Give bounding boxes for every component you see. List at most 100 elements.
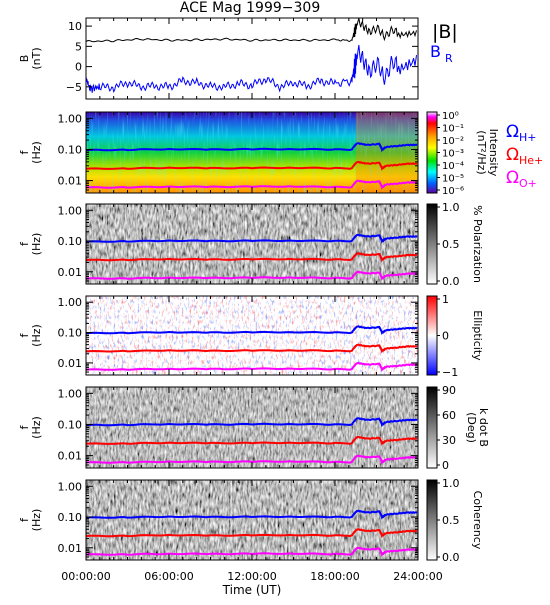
gyrofrequency-line-He (86, 160, 418, 171)
panel-coherency: 1.00 0.10 0.01 f (Hz) 1.0 0.5 0.0 Coherency (18, 477, 484, 564)
gyrofrequency-line-H (86, 509, 418, 520)
legend-gyro-ion: He+ (519, 154, 543, 167)
colorbar (426, 295, 438, 376)
y-axis-label-line: (Hz) (30, 141, 43, 164)
colorbar-label-line: Intensity (487, 129, 500, 177)
legend-b-r: B (430, 42, 441, 61)
y-axis-label-line: f (18, 517, 31, 522)
y-axis-label-line: (Hz) (30, 416, 43, 439)
spectrogram-image (86, 296, 418, 375)
y-tick-label: 0.10 (58, 235, 83, 248)
legend-gyro-symbol: Ω (506, 122, 519, 142)
y-tick-label: 0.10 (58, 143, 83, 156)
colorbar-tick-label: 10⁻¹ (442, 124, 464, 135)
y-tick-label: 1.00 (58, 480, 83, 493)
colorbar-tick-label: 1.0 (442, 201, 460, 214)
legend-gyro-ion: O+ (519, 177, 537, 190)
spectrogram-image (86, 204, 418, 284)
y-tick-label: 0.10 (58, 327, 83, 340)
y-tick-label: 1.00 (58, 112, 83, 125)
y-axis-label: f (Hz) (18, 509, 43, 532)
x-tick-label: 00:00:00 (61, 570, 110, 583)
gyrofrequency-line-H (86, 325, 418, 336)
colorbar-tick-label: 1.0 (442, 477, 460, 490)
colorbar-tick-label: 10⁻³ (442, 149, 464, 160)
y-axis-label: f (Hz) (18, 324, 43, 347)
y-tick-label: 0.01 (58, 542, 83, 555)
colorbar-tick-label: 30 (442, 434, 456, 447)
y-tick-label: 0.10 (58, 418, 83, 431)
colorbar-tick-label: 0 (442, 459, 449, 472)
y-axis-label-line: f (18, 149, 31, 154)
colorbar-label-line: (nT²/Hz) (475, 130, 488, 174)
gyrofrequency-line-O (86, 179, 418, 190)
x-axis-label: Time (UT) (222, 583, 282, 597)
colorbar (426, 386, 438, 469)
series-line-b-r (85, 44, 417, 94)
spectrogram-image (86, 480, 418, 560)
colorbar-tick-label: 0.0 (442, 551, 460, 564)
colorbar-tick-label: 0.5 (442, 514, 460, 527)
y-tick-label: 0.01 (58, 175, 83, 188)
colorbar-label: % Polarization (471, 205, 484, 283)
y-tick-label: 5 (75, 40, 82, 53)
figure-title: ACE Mag 1999−309 (180, 0, 320, 16)
legend-b-r-subscript: R (445, 52, 453, 65)
y-tick-label: −5 (66, 81, 82, 94)
series-line-b-total (85, 18, 417, 43)
y-axis-label-line: f (18, 332, 31, 337)
y-axis-label-line: (Hz) (30, 233, 43, 256)
y-tick-label: 0.01 (58, 450, 83, 463)
y-tick-label: 1.00 (58, 387, 83, 400)
y-axis-label-line: f (18, 241, 31, 246)
x-tick-label: 18:00:00 (310, 570, 359, 583)
y-tick-label: 0.01 (58, 266, 83, 279)
legend-gyro-ion: H+ (519, 131, 537, 144)
gyrofrequency-line-O (86, 454, 418, 465)
colorbar-tick-label: 0 (442, 330, 449, 343)
y-axis-label: B (nT) (18, 47, 43, 69)
colorbar-tick-label: 10⁻⁴ (442, 161, 464, 172)
y-axis-label: f (Hz) (18, 416, 43, 439)
gyrofrequency-line-He (86, 252, 418, 263)
x-tick-label: 06:00:00 (144, 570, 193, 583)
colorbar-tick-label: 0.0 (442, 275, 460, 288)
panel-ellipticity: 1.00 0.10 0.01 f (Hz) 1 0 −1 Ellipticity (18, 293, 484, 379)
colorbar-tick-label: 10⁻⁵ (442, 174, 464, 185)
y-axis-label: f (Hz) (18, 141, 43, 164)
y-axis-label-line: B (18, 55, 31, 63)
colorbar (426, 111, 438, 194)
colorbar-label-line: k dot B (477, 408, 490, 447)
x-tick-label: 12:00:00 (227, 570, 276, 583)
colorbar-tick-label: 90 (442, 384, 456, 397)
y-tick-label: 0.01 (58, 357, 83, 370)
gyrofrequency-line-H (86, 417, 418, 428)
y-axis-label-line: (nT) (30, 47, 43, 69)
spectrogram-image (86, 112, 418, 193)
colorbar-label: Intensity(nT²/Hz) (475, 129, 500, 177)
y-tick-label: 0.10 (58, 511, 83, 524)
colorbar-label: k dot B(Deg) (465, 408, 490, 447)
gyrofrequency-line-H (86, 142, 418, 153)
legend-gyro-symbol: Ω (506, 145, 519, 165)
colorbar-tick-label: 10⁻⁶ (442, 186, 464, 197)
colorbar-tick-label: 10⁰ (442, 111, 459, 122)
colorbar (426, 479, 438, 561)
x-tick-label: 24:00:00 (393, 570, 442, 583)
y-tick-label: 10 (68, 20, 82, 33)
colorbar-label-line: % Polarization (471, 205, 484, 283)
gyrofrequency-line-He (86, 343, 418, 354)
colorbar-label-line: Ellipticity (471, 310, 484, 361)
panel-polarization: 1.00 0.10 0.01 f (Hz) 1.0 0.5 0.0 % Polarization (18, 201, 484, 288)
y-axis-label-line: (Hz) (30, 509, 43, 532)
y-axis-label: f (Hz) (18, 233, 43, 256)
legend-b-total: |B| (432, 21, 458, 43)
y-axis-label-line: f (18, 424, 31, 429)
panel-intensity: 1.00 0.10 0.01 f (Hz) 10⁰ 10⁻¹10⁻² 10⁻³10⁻⁴ 10⁻⁵… (18, 111, 543, 197)
y-tick-label: 1.00 (58, 296, 83, 309)
colorbar-tick-label: 10⁻² (442, 136, 464, 147)
gyrofrequency-line-O (86, 546, 418, 557)
gyrofrequency-line-He (86, 528, 418, 539)
